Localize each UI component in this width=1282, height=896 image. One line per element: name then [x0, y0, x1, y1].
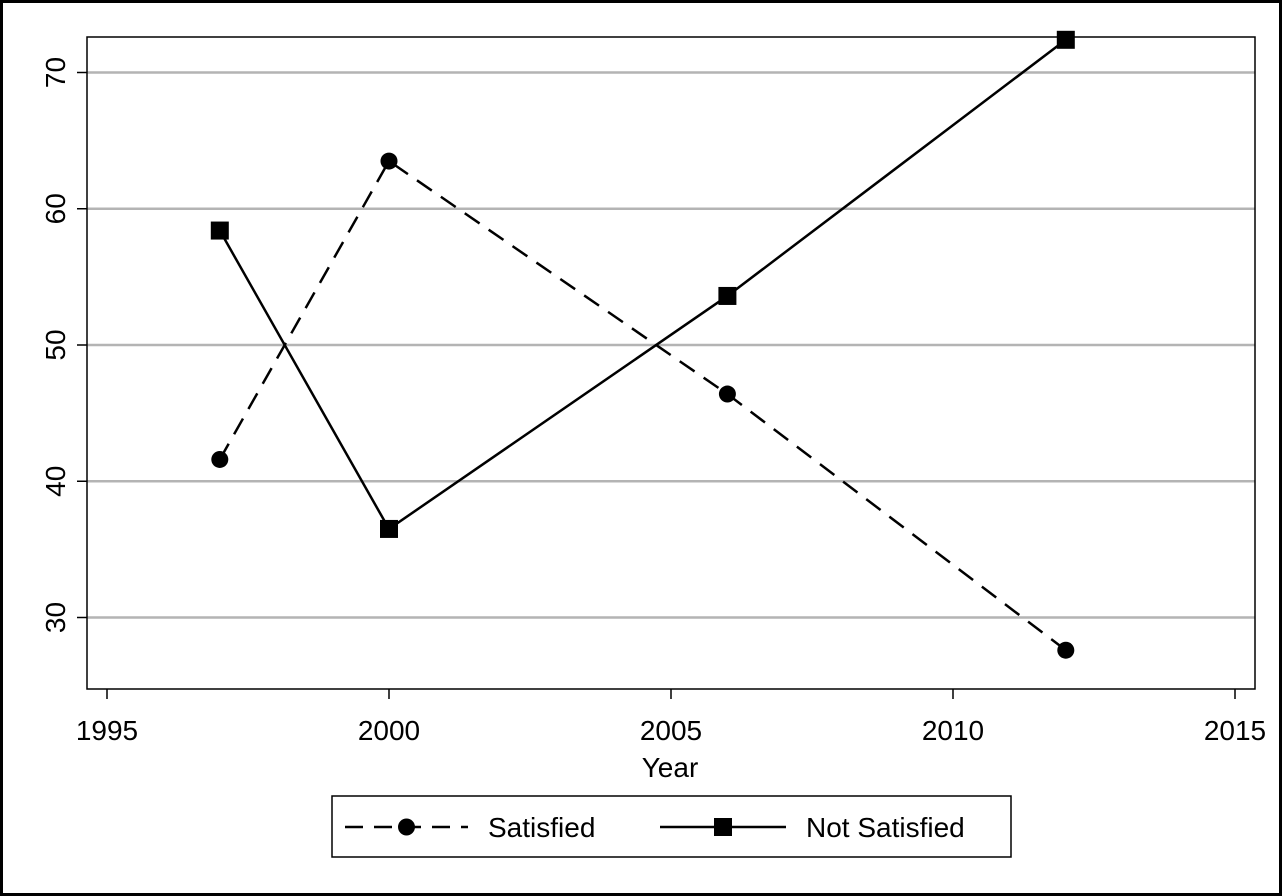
legend-item-not-satisfied: Not Satisfied: [660, 812, 965, 843]
series-line-not-satisfied: [218, 38, 1067, 531]
legend-marker-satisfied: [398, 818, 415, 836]
gridlines: [87, 71, 1255, 619]
y-tick-label-30: 30: [40, 602, 71, 633]
series-line-satisfied: [218, 159, 1067, 652]
series-satisfied: [211, 152, 1075, 659]
x-tick-label-2010: 2010: [922, 715, 984, 746]
y-tick-label-70: 70: [40, 57, 71, 88]
series: [210, 30, 1075, 659]
x-tick-label-1995: 1995: [76, 715, 138, 746]
data-point-satisfied-2000: [380, 152, 398, 170]
data-point-not-satisfied-2006: [718, 286, 737, 305]
data-point-satisfied-1997: [211, 450, 229, 468]
axes: 1995 2000 2005 2010 2015 30 40 50 60 70: [40, 57, 1266, 746]
x-tick-label-2000: 2000: [358, 715, 420, 746]
legend-label-satisfied: Satisfied: [488, 812, 595, 843]
data-point-satisfied-2006: [718, 385, 736, 403]
legend-label-not-satisfied: Not Satisfied: [806, 812, 965, 843]
x-axis-title: Year: [642, 752, 699, 783]
y-tick-label-40: 40: [40, 466, 71, 497]
data-point-satisfied-2012: [1057, 641, 1075, 659]
data-point-not-satisfied-2000: [380, 519, 398, 538]
y-tick-label-50: 50: [40, 329, 71, 360]
data-point-not-satisfied-2012: [1056, 30, 1075, 49]
legend-item-satisfied: Satisfied: [345, 812, 595, 843]
series-not-satisfied: [210, 30, 1075, 538]
legend-marker-not-satisfied: [714, 818, 732, 836]
data-point-not-satisfied-1997: [210, 221, 229, 240]
x-tick-label-2015: 2015: [1204, 715, 1266, 746]
x-tick-label-2005: 2005: [640, 715, 702, 746]
legend: Satisfied Not Satisfied: [331, 795, 1012, 858]
y-tick-label-60: 60: [40, 193, 71, 224]
